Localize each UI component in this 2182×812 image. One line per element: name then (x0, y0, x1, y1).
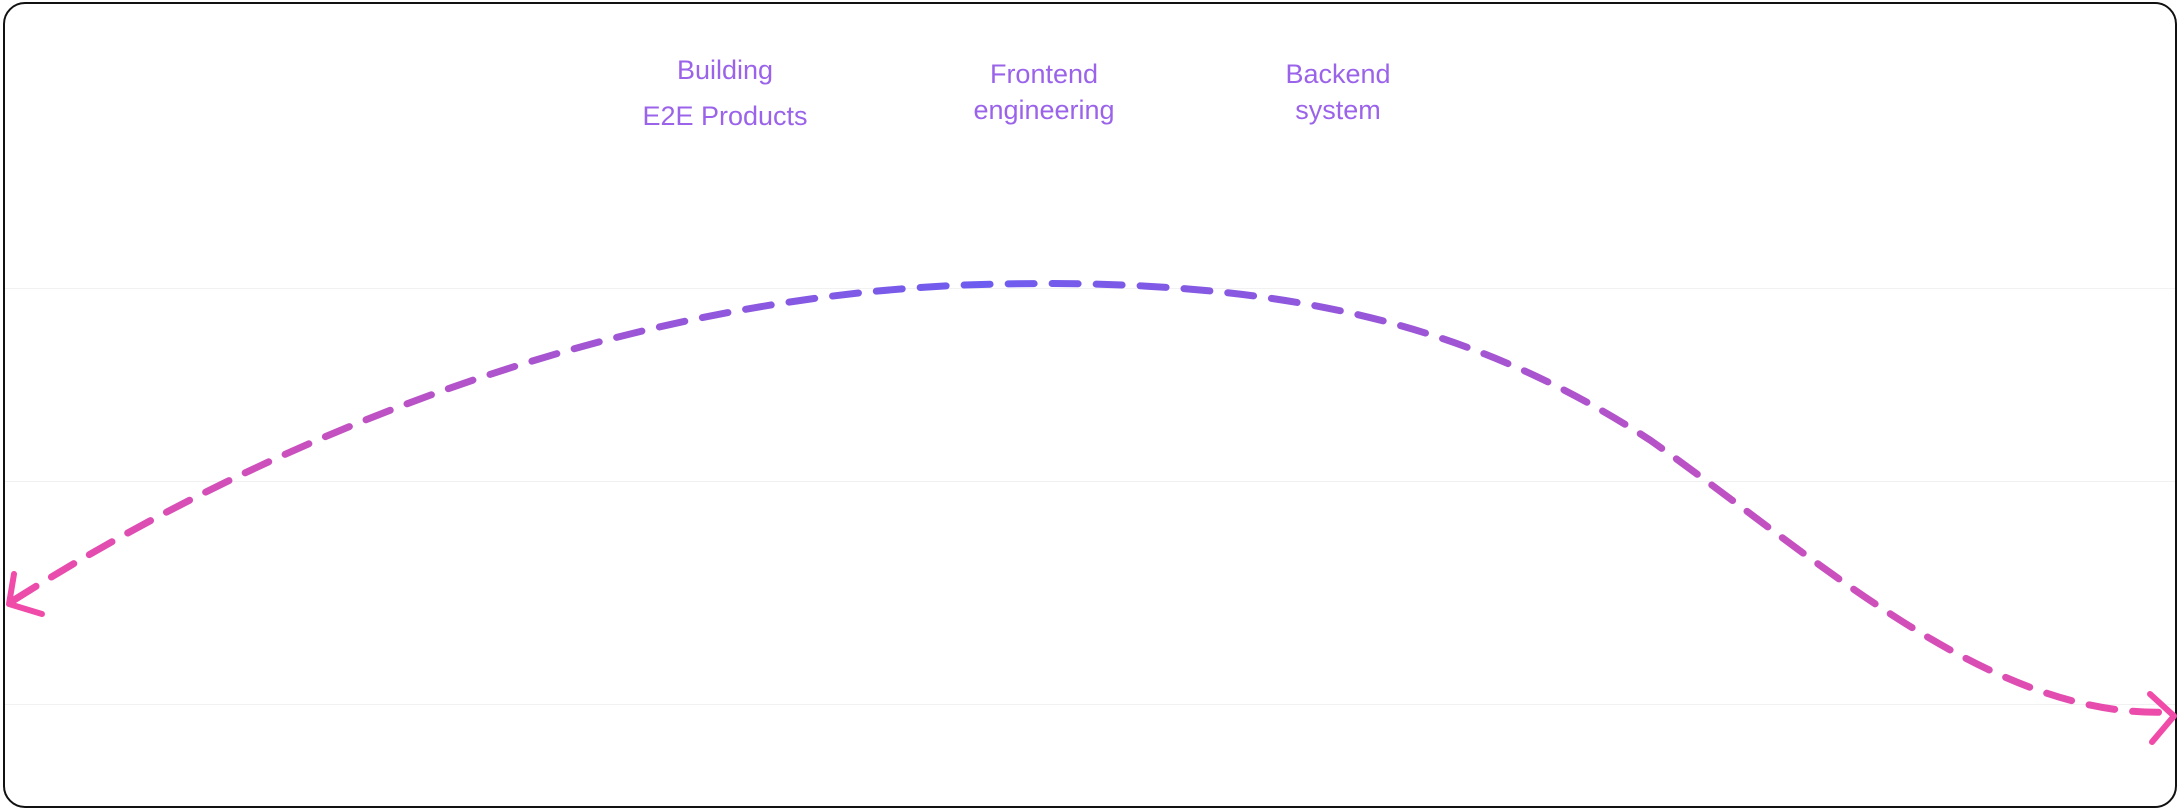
gridline (5, 481, 2175, 482)
right-arrowhead-icon (2147, 691, 2177, 745)
dashed-arc-path (10, 280, 2174, 716)
gridline (5, 704, 2175, 705)
label-backend-system: Backend system (1285, 56, 1390, 129)
label-line: system (1295, 95, 1381, 126)
label-line: E2E Products (642, 101, 808, 132)
gridline (5, 288, 2175, 289)
label-line: Building (676, 55, 774, 85)
diagram-frame (3, 2, 2177, 808)
label-line: Backend (1285, 59, 1391, 89)
label-building-e2e-products: Building E2E Products (642, 52, 807, 135)
left-arrowhead-icon (6, 571, 45, 617)
label-frontend-engineering: Frontend engineering (973, 56, 1114, 129)
label-line: engineering (973, 95, 1115, 126)
label-line: Frontend (989, 59, 1099, 89)
